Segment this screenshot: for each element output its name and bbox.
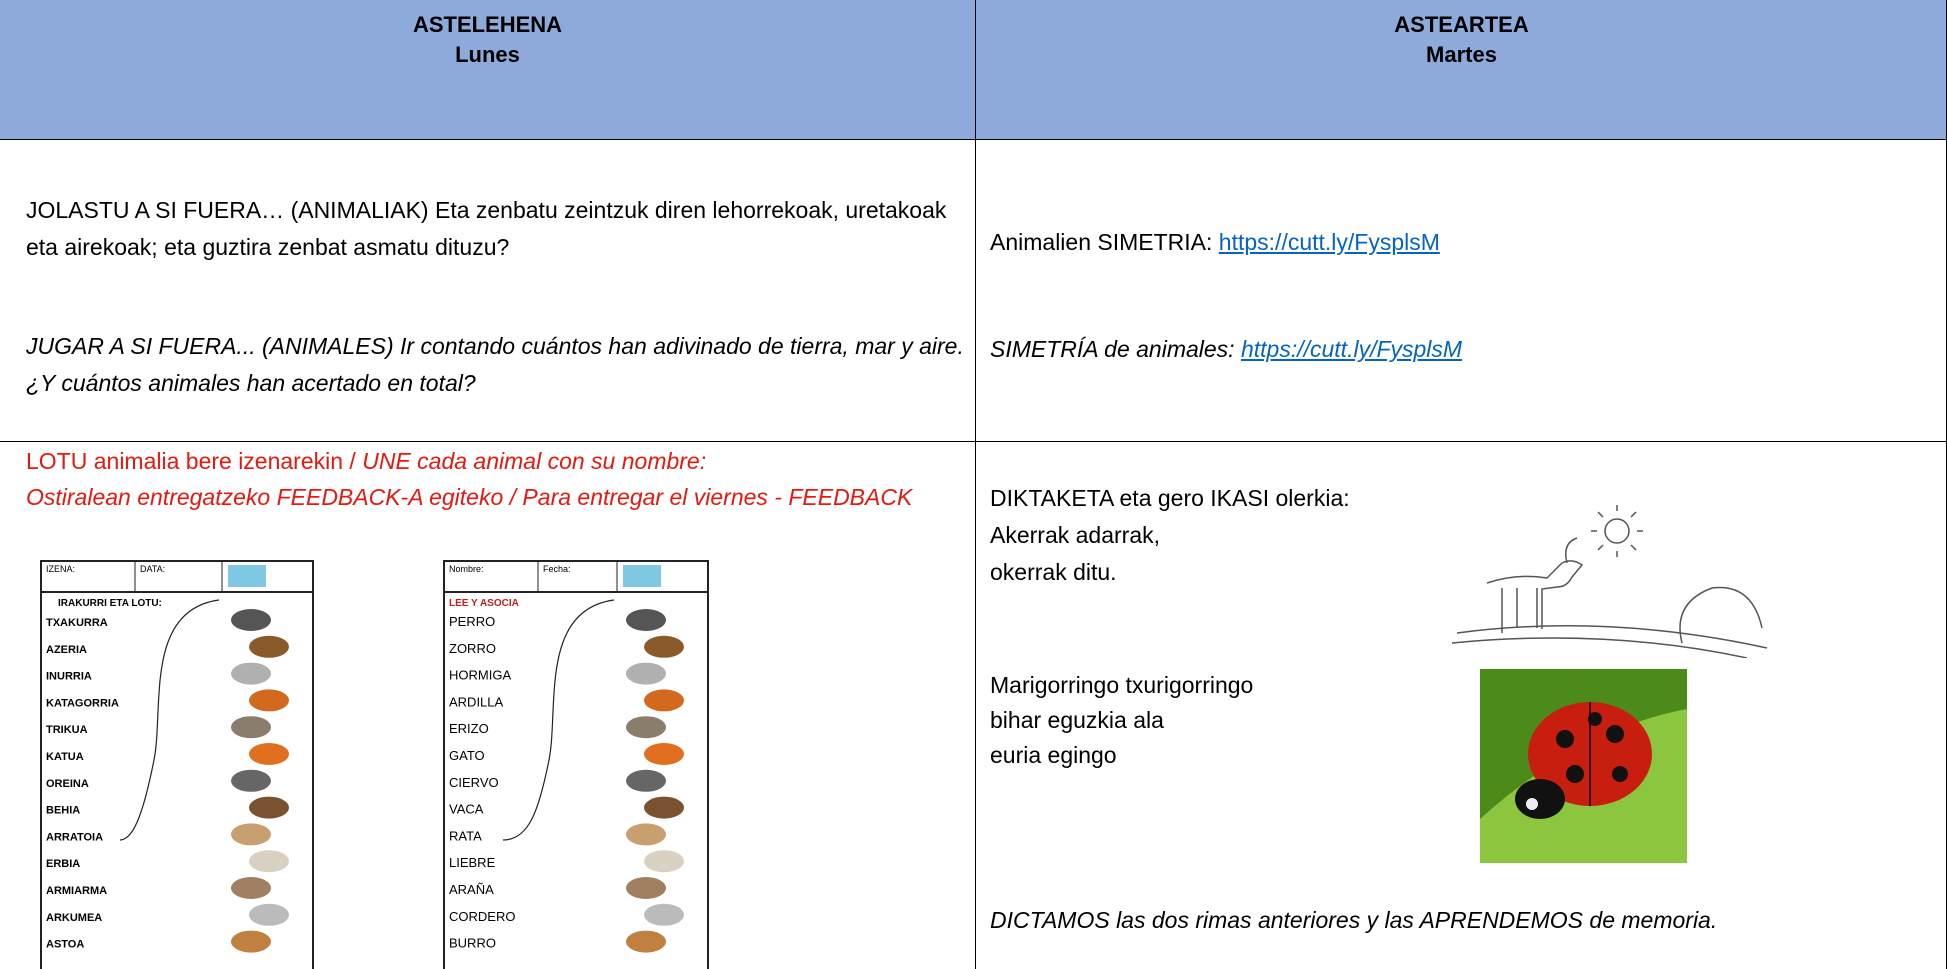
field: Nombre: bbox=[449, 564, 484, 574]
word: VACA bbox=[449, 802, 484, 817]
word: TXAKURRA bbox=[46, 617, 108, 629]
word: ERBIA bbox=[46, 858, 80, 870]
word: ARAÑA bbox=[449, 882, 494, 897]
word: HORMIGA bbox=[449, 668, 511, 683]
day-es: Lunes bbox=[455, 42, 520, 67]
worksheet: Nombre: Fecha: LEE Y ASOCIA PERRO ZORRO HORMI… bbox=[443, 560, 709, 969]
ladybug-photo bbox=[1480, 669, 1687, 863]
poem-line: Marigorringo txurigorringo bbox=[990, 672, 1254, 698]
arrow bbox=[119, 599, 220, 841]
animal bbox=[626, 823, 666, 846]
word: ERIZO bbox=[449, 721, 489, 736]
border bbox=[0, 139, 1947, 140]
animal bbox=[626, 609, 666, 631]
animal bbox=[249, 850, 289, 873]
animal bbox=[231, 609, 271, 631]
border bbox=[975, 0, 976, 969]
animal bbox=[626, 930, 666, 953]
word: ASTOA bbox=[46, 939, 84, 951]
word: BURRO bbox=[449, 936, 496, 951]
word: TRIKUA bbox=[46, 724, 88, 736]
word: INURRIA bbox=[46, 671, 92, 683]
closing: DICTAMOS las dos rimas anteriores y las … bbox=[990, 907, 1718, 933]
word: KATAGORRIA bbox=[46, 697, 119, 709]
animal bbox=[249, 796, 289, 819]
instruction-eu: LOTU animalia bere izenarekin / bbox=[26, 448, 356, 474]
day-eu: ASTEARTEA bbox=[1394, 12, 1529, 37]
header-cell: ASTEARTEA Martes bbox=[976, 0, 1947, 139]
field: IZENA: bbox=[46, 564, 75, 574]
animal bbox=[644, 689, 684, 712]
animal bbox=[644, 743, 684, 765]
animal bbox=[644, 796, 684, 819]
frame bbox=[40, 560, 314, 969]
word: RATA bbox=[449, 828, 482, 843]
word: ZORRO bbox=[449, 641, 496, 656]
word: PERRO bbox=[449, 614, 495, 629]
poem: Akerrak adarrak, okerrak ditu. bbox=[990, 517, 1160, 591]
word: OREINA bbox=[46, 778, 89, 790]
animal bbox=[249, 635, 289, 658]
instruction: LOTU animalia bere izenarekin / UNE cada… bbox=[26, 443, 926, 480]
instruction-es: UNE cada animal con su nombre: bbox=[362, 448, 707, 474]
field: Fecha: bbox=[543, 564, 571, 574]
animal bbox=[231, 716, 271, 739]
word: BEHIA bbox=[46, 805, 80, 817]
arrow bbox=[502, 599, 615, 841]
day-eu: ASTELEHENA bbox=[412, 12, 563, 37]
word: KATUA bbox=[46, 751, 84, 763]
animal bbox=[644, 903, 684, 926]
animal bbox=[249, 743, 289, 765]
poem-line: okerrak ditu. bbox=[990, 559, 1117, 585]
animal bbox=[626, 662, 666, 685]
intro: DIKTAKETA eta gero IKASI olerkia: bbox=[990, 485, 1350, 511]
heading: IRAKURRI ETA LOTU: bbox=[58, 598, 162, 609]
word: ARDILLA bbox=[449, 694, 504, 709]
animal bbox=[249, 689, 289, 712]
link[interactable]: https://cutt.ly/FysplsM bbox=[1218, 229, 1440, 255]
goat-drawing bbox=[1451, 505, 1768, 658]
animal bbox=[231, 877, 271, 899]
link-line: SIMETRÍA de animales: https://cutt.ly/Fy… bbox=[990, 331, 1462, 368]
animal bbox=[231, 769, 271, 792]
animal bbox=[626, 769, 666, 792]
text-es: JUGAR A SI FUERA... (ANIMALES) Ir contan… bbox=[26, 333, 964, 396]
poem-line: Akerrak adarrak, bbox=[990, 522, 1161, 548]
link-line: Animalien SIMETRIA: https://cutt.ly/Fysp… bbox=[990, 224, 1440, 261]
animal bbox=[231, 823, 271, 846]
logo bbox=[228, 565, 266, 587]
deadline: Ostiralean entregatzeko FEEDBACK-A egite… bbox=[26, 484, 913, 510]
animal bbox=[626, 716, 666, 739]
poem-line: euria egingo bbox=[990, 742, 1117, 768]
animal bbox=[644, 635, 684, 658]
poem-line: bihar eguzkia ala bbox=[990, 707, 1164, 733]
label: Animalien SIMETRIA: bbox=[990, 229, 1213, 255]
word: ARMIARMA bbox=[46, 885, 107, 897]
field: DATA: bbox=[140, 564, 165, 574]
word: GATO bbox=[449, 748, 485, 763]
label: SIMETRÍA de animales: bbox=[990, 336, 1235, 362]
worksheet: IZENA: DATA: IRAKURRI ETA LOTU: TXAKURRA AZE… bbox=[40, 560, 314, 969]
day-es: Martes bbox=[1426, 42, 1497, 67]
poem: Marigorringo txurigorringo bihar eguzkia … bbox=[990, 668, 1253, 773]
word: LIEBRE bbox=[449, 855, 496, 870]
animal bbox=[249, 903, 289, 926]
word: CIERVO bbox=[449, 775, 499, 790]
header-cell: ASTELEHENA Lunes bbox=[0, 0, 975, 139]
border bbox=[0, 441, 1947, 442]
heading: LEE Y ASOCIA bbox=[449, 598, 519, 609]
word: ARRATOIA bbox=[46, 831, 103, 843]
animal bbox=[231, 662, 271, 685]
link[interactable]: https://cutt.ly/FysplsM bbox=[1240, 336, 1463, 362]
text-eu: JOLASTU A SI FUERA… (ANIMALIAK) Eta zenb… bbox=[26, 197, 947, 260]
animal bbox=[231, 930, 271, 953]
word: AZERIA bbox=[46, 644, 87, 656]
word: CORDERO bbox=[449, 909, 515, 924]
word: ARKUMEA bbox=[46, 912, 102, 924]
animal bbox=[644, 850, 684, 873]
animal bbox=[626, 877, 666, 899]
logo bbox=[623, 565, 661, 587]
